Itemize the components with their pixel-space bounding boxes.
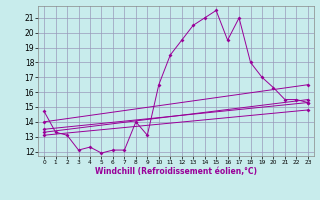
X-axis label: Windchill (Refroidissement éolien,°C): Windchill (Refroidissement éolien,°C) [95, 167, 257, 176]
